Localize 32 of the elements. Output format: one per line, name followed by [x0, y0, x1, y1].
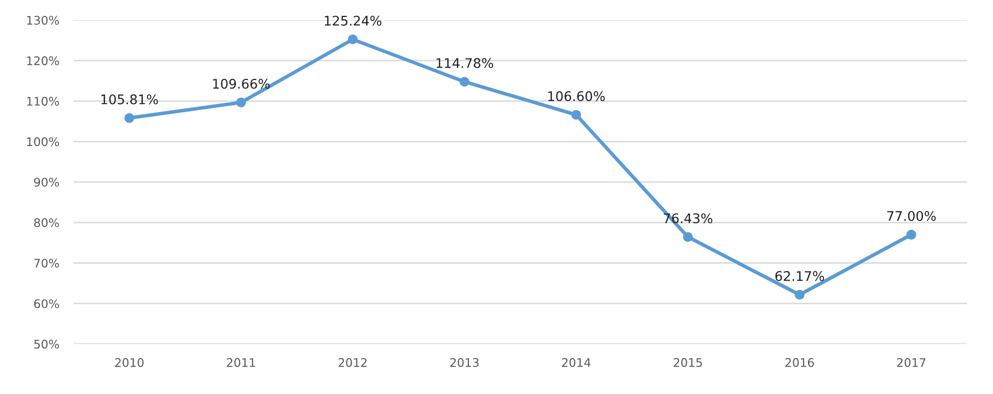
x-tick-label: 2010	[115, 358, 144, 367]
data-label: 114.78%	[436, 58, 494, 68]
x-tick-label: 2012	[338, 358, 367, 367]
x-tick-label: 2014	[562, 358, 591, 367]
y-tick-label: 60%	[34, 299, 59, 308]
y-tick-label: 90%	[34, 178, 59, 187]
point	[571, 110, 582, 120]
x-tick-label: 2016	[785, 358, 814, 367]
y-tick-label: 50%	[34, 340, 59, 349]
point	[683, 232, 693, 242]
y-tick-label: 100%	[27, 137, 59, 146]
y-tick-label: 110%	[27, 96, 59, 106]
point	[124, 113, 134, 123]
point	[236, 98, 246, 108]
x-tick-label: 2011	[226, 358, 255, 367]
data-label: 106.60%	[548, 91, 605, 102]
x-tick-label: 2017	[897, 358, 926, 367]
y-tick-label: 130%	[27, 16, 59, 25]
data-label: 125.24%	[324, 16, 382, 26]
data-label: 109.66%	[213, 78, 270, 89]
y-tick-label: 80%	[34, 218, 59, 228]
point	[460, 76, 470, 87]
point	[348, 34, 358, 44]
data-label: 62.17%	[775, 271, 824, 282]
y-tick-label: 120%	[27, 56, 59, 66]
data-label: 105.81%	[101, 94, 158, 104]
point	[906, 230, 916, 240]
data-label: 77.00%	[887, 211, 936, 221]
point	[794, 290, 804, 300]
y-tick-label: 70%	[34, 258, 59, 268]
x-tick-label: 2013	[450, 358, 479, 367]
x-tick-label: 2015	[674, 358, 702, 367]
